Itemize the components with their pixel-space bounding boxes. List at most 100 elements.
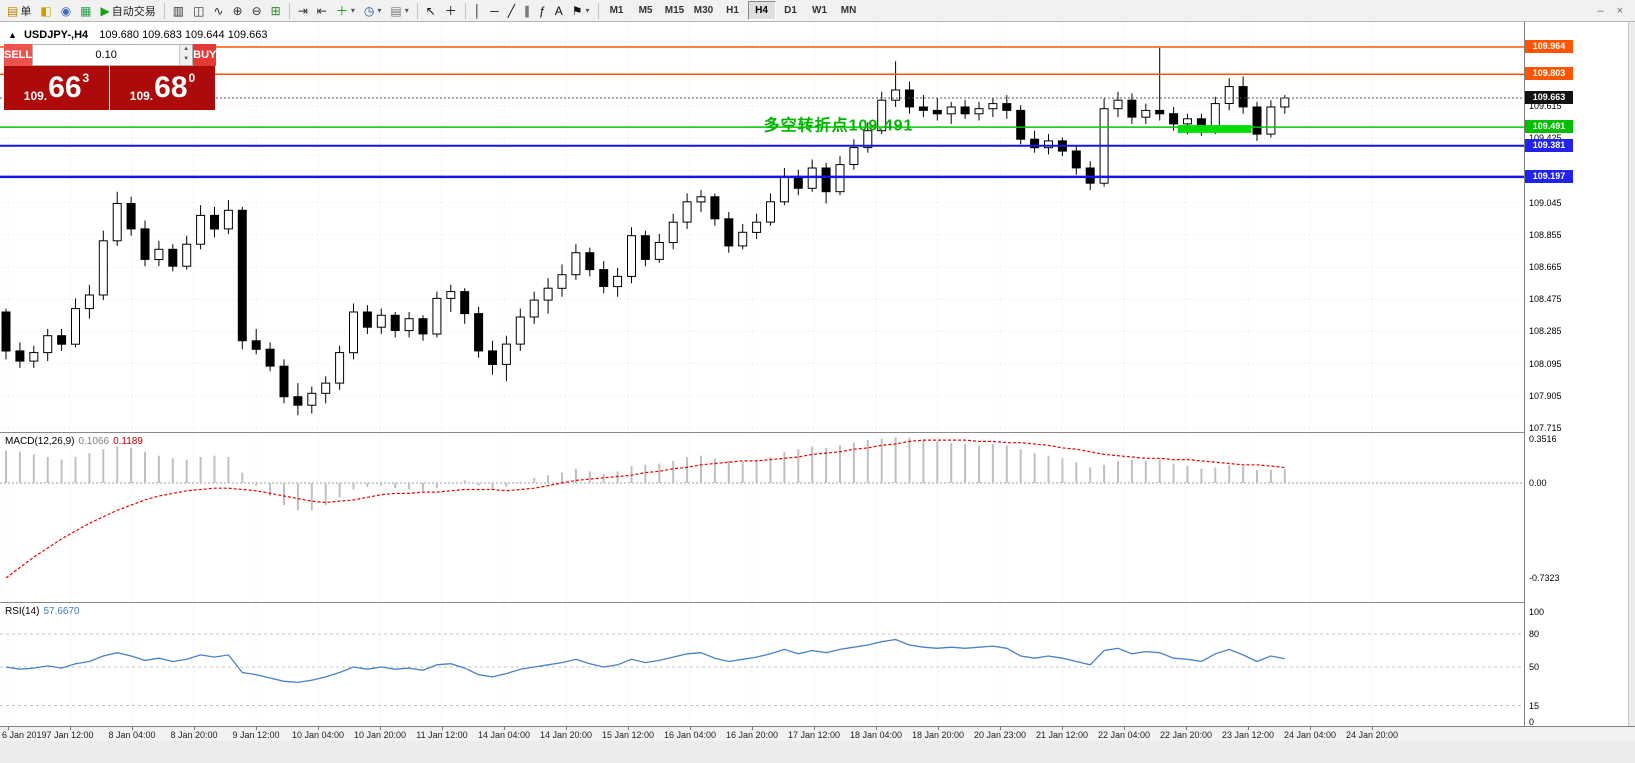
price-tick-label: 108.855	[1529, 229, 1562, 240]
zoom-out-icon[interactable]: ⊖	[248, 1, 266, 21]
candlestick-chart-icon[interactable]: ◫	[189, 1, 208, 21]
timeframe-button-mn[interactable]: MN	[840, 5, 857, 16]
trendline-icon[interactable]: ╱	[504, 1, 519, 21]
timeframe-button-d1[interactable]: D1	[784, 5, 797, 16]
time-axis-tick	[752, 727, 753, 730]
timeframe-button-m1[interactable]: M1	[609, 5, 624, 16]
time-axis-label: 18 Jan 20:00	[911, 730, 965, 740]
volume-input[interactable]	[33, 45, 180, 65]
time-axis[interactable]: 6 Jan 2019 7 Jan 12:00 8 Jan 04:00 8 Jan 20…	[0, 726, 1635, 741]
horizontal-line-icon[interactable]: ─	[486, 1, 503, 21]
auto-scroll-icon[interactable]: ⇥	[294, 1, 312, 21]
sell-button[interactable]: SELL	[4, 44, 33, 66]
pivot-text-object[interactable]: 多空转折点109.491	[764, 116, 914, 135]
time-axis-label: 21 Jan 12:00	[1035, 730, 1089, 740]
market-watch-icon[interactable]: ◧	[36, 1, 55, 21]
dropdown-caret-icon: ▾	[404, 6, 409, 15]
toolbar-separator	[597, 2, 599, 19]
macd-signal-line	[5, 439, 1285, 579]
main-grid	[0, 22, 1524, 432]
sell-price-pipette: 3	[82, 71, 90, 85]
periods-icon[interactable]: ◷ ▾	[360, 1, 386, 21]
toolbar-separator	[163, 2, 165, 19]
toolbar-separator	[288, 2, 290, 19]
panel-separator[interactable]	[0, 602, 1635, 603]
zoom-in-icon[interactable]: ⊕	[229, 1, 247, 21]
timeframe-button-h1[interactable]: H1	[726, 5, 739, 16]
pivot-rectangle-object[interactable]	[1177, 125, 1252, 133]
rsi-axis-label: 100	[1529, 607, 1545, 617]
chart-shift-icon[interactable]: ⇤	[313, 1, 331, 21]
price-tick-label: 109.425	[1529, 133, 1562, 143]
time-axis-label: 23 Jan 12:00	[1221, 730, 1275, 740]
buy-button[interactable]: BUY	[193, 44, 217, 66]
price-tick-label: 107.905	[1529, 390, 1562, 401]
time-axis-tick	[504, 727, 505, 730]
tile-windows-icon: ⊞	[270, 3, 281, 18]
indicators-icon[interactable]: ＋ ▾	[332, 1, 359, 21]
oneclick-toggle-icon[interactable]: ▲	[8, 30, 17, 40]
timeframe-button-m5[interactable]: M5	[638, 5, 653, 16]
new-order-icon: ▤	[7, 3, 19, 18]
indicators-icon: ＋	[335, 3, 348, 18]
minimize-chart-icon[interactable]: –	[1593, 1, 1607, 21]
autotrading-button[interactable]: ▶ 自动交易	[97, 1, 160, 21]
text-icon[interactable]: A	[551, 1, 567, 21]
buy-price-button[interactable]: 109. 68 0	[110, 66, 215, 110]
timeframe-button-m30[interactable]: M30	[693, 5, 714, 16]
macd-panel[interactable]	[0, 433, 1524, 602]
new-order-button[interactable]: ▤ 单	[3, 1, 35, 21]
price-tick-label: 108.475	[1529, 294, 1562, 305]
time-axis-label: 24 Jan 04:00	[1283, 730, 1337, 740]
time-axis-label: 8 Jan 20:00	[170, 730, 218, 740]
cursor-icon[interactable]: ↖	[422, 1, 440, 21]
price-badge: 109.197	[1525, 169, 1573, 183]
vertical-line-icon: │	[473, 3, 482, 18]
candlesticks	[1, 47, 1290, 416]
time-axis-tick	[1062, 727, 1063, 730]
bar-chart-icon: ▥	[172, 3, 185, 18]
templates-icon[interactable]: ▤ ▾	[386, 1, 412, 21]
macd-name: MACD(12,26,9)	[5, 436, 75, 447]
close-chart-icon: ×	[1616, 4, 1623, 17]
macd-label: MACD(12,26,9) 0.1066 0.1189	[5, 436, 143, 447]
toolbar-separator	[464, 2, 466, 19]
timeframe-button-w1[interactable]: W1	[812, 5, 828, 16]
arrows-icon[interactable]: ⚑ ▾	[568, 1, 594, 21]
navigator-icon[interactable]: ◉	[57, 1, 75, 21]
panel-separator[interactable]	[0, 432, 1635, 433]
rsi-panel[interactable]	[0, 603, 1524, 726]
fibonacci-icon: ƒ	[539, 3, 546, 18]
price-axis[interactable]: 109.615 109.425 109.045 108.855 108.665 108.4…	[1524, 22, 1628, 741]
crosshair-icon[interactable]: ＋	[441, 1, 461, 21]
toolbar: ▤ 单 ◧ ◉ ▦ ▶ 自动交易 ▥ ◫ ∿ ⊕ ⊖ ⊞ ⇥ ⇤ ＋ ▾ ◷ ▾ ▤ ▾ ↖ ＋ │ ─ ╱ ∥ ƒ A ⚑ ▾ M1 M5 M1…	[0, 0, 1635, 22]
vertical-line-icon[interactable]: │	[470, 1, 486, 21]
rsi-label: RSI(14) 57.6670	[5, 606, 80, 617]
time-axis-tick	[814, 727, 815, 730]
rsi-name: RSI(14)	[5, 606, 40, 617]
line-chart-icon[interactable]: ∿	[209, 1, 227, 21]
bar-chart-icon[interactable]: ▥	[169, 1, 188, 21]
timeframe-button-h4[interactable]: H4	[747, 1, 776, 20]
terminal-icon[interactable]: ▦	[76, 1, 95, 21]
channel-icon[interactable]: ∥	[520, 1, 534, 21]
time-axis-tick	[442, 727, 443, 730]
volume-up-button[interactable]: ▲	[180, 45, 193, 55]
price-badge: 109.381	[1525, 138, 1573, 152]
price-badge: 109.491	[1525, 120, 1573, 134]
close-chart-icon[interactable]: ×	[1613, 1, 1627, 21]
horizontal-line-objects[interactable]	[0, 46, 1524, 179]
sell-price-button[interactable]: 109. 66 3	[4, 66, 109, 110]
time-axis-label: 8 Jan 04:00	[108, 730, 156, 740]
toolbar-right-group: – ×	[1593, 1, 1632, 21]
volume-down-button[interactable]: ▼	[180, 55, 193, 65]
time-axis-label: 10 Jan 04:00	[291, 730, 345, 740]
channel-icon: ∥	[524, 3, 531, 18]
autotrading-icon: ▶	[100, 3, 110, 18]
fibonacci-icon[interactable]: ƒ	[535, 1, 550, 21]
time-axis-tick	[1000, 727, 1001, 730]
tile-windows-icon[interactable]: ⊞	[267, 1, 285, 21]
main-chart-plot[interactable]: 多空转折点109.491	[0, 22, 1524, 432]
timeframe-button-m15[interactable]: M15	[664, 5, 685, 16]
